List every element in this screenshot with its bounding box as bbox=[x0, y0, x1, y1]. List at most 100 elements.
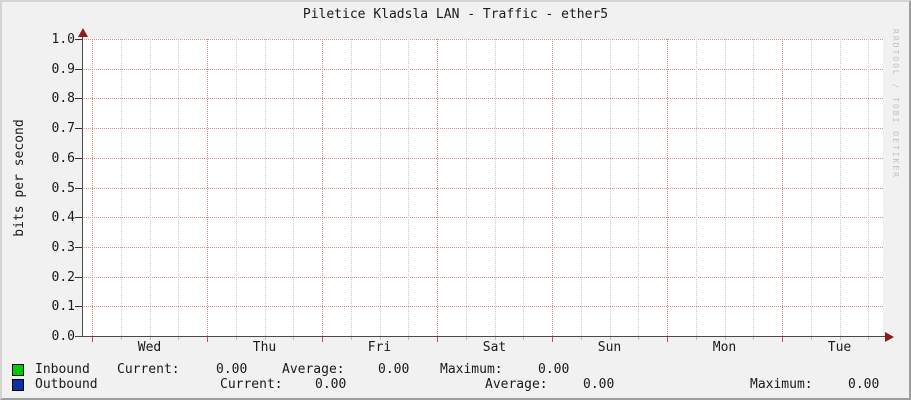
y-axis-arrow-icon bbox=[78, 28, 88, 37]
major-gridline-h bbox=[82, 128, 883, 129]
major-gridline-h bbox=[82, 277, 883, 278]
x-tick-mark bbox=[322, 337, 323, 342]
y-tick-mark bbox=[75, 306, 82, 307]
major-gridline-h bbox=[82, 247, 883, 248]
y-axis-line bbox=[82, 31, 83, 337]
x-tick-mark bbox=[207, 337, 208, 342]
y-tick-mark bbox=[75, 277, 82, 278]
y-tick-label: 0.0 bbox=[51, 329, 75, 344]
major-gridline-v bbox=[207, 39, 208, 336]
minor-gridline-v bbox=[868, 39, 870, 336]
x-tick-mark bbox=[753, 337, 755, 340]
legend-outbound-label: Outbound bbox=[35, 377, 98, 392]
y-tick-label: 0.5 bbox=[51, 181, 75, 196]
x-tick-mark bbox=[523, 337, 525, 340]
major-gridline-v bbox=[322, 39, 323, 336]
minor-gridline-v bbox=[609, 39, 611, 336]
x-tick-label: Sat bbox=[482, 340, 507, 355]
major-gridline-v bbox=[437, 39, 438, 336]
y-tick-mark bbox=[75, 158, 82, 159]
x-tick-mark bbox=[264, 337, 266, 340]
minor-gridline-v bbox=[235, 39, 237, 336]
minor-gridline-v bbox=[523, 39, 525, 336]
major-gridline-h bbox=[82, 98, 883, 99]
outbound-current-label: Current: bbox=[220, 377, 283, 392]
y-tick-label: 0.4 bbox=[51, 210, 75, 225]
inbound-maximum-label: Maximum: bbox=[440, 362, 503, 377]
y-tick-label: 0.3 bbox=[51, 240, 75, 255]
x-axis-arrow-icon bbox=[885, 332, 894, 342]
inbound-current-label: Current: bbox=[117, 362, 180, 377]
y-tick-label: 1.0 bbox=[51, 32, 75, 47]
major-gridline-h bbox=[82, 158, 883, 159]
major-gridline-v bbox=[92, 39, 93, 336]
y-tick-label: 0.7 bbox=[51, 121, 75, 136]
y-tick-mark bbox=[75, 39, 82, 40]
y-tick-label: 0.8 bbox=[51, 91, 75, 106]
x-tick-mark bbox=[494, 337, 496, 340]
x-tick-mark bbox=[408, 337, 410, 340]
x-axis-line bbox=[76, 336, 886, 337]
major-gridline-h bbox=[82, 306, 883, 307]
inbound-average-value: 0.00 bbox=[378, 362, 410, 377]
minor-gridline-v bbox=[695, 39, 697, 336]
x-tick-mark bbox=[465, 337, 467, 340]
x-tick-label: Wed bbox=[137, 340, 162, 355]
x-tick-mark bbox=[293, 337, 295, 340]
x-tick-mark bbox=[609, 337, 611, 340]
inbound-swatch-icon bbox=[12, 364, 24, 376]
x-tick-mark bbox=[92, 337, 93, 342]
minor-gridline-v bbox=[350, 39, 352, 336]
y-tick-mark bbox=[75, 188, 82, 189]
minor-gridline-v bbox=[839, 39, 841, 336]
x-tick-mark bbox=[235, 337, 237, 340]
outbound-maximum-label: Maximum: bbox=[750, 377, 813, 392]
inbound-current-value: 0.00 bbox=[216, 362, 248, 377]
minor-gridline-v bbox=[494, 39, 496, 336]
x-tick-label: Mon bbox=[712, 340, 737, 355]
minor-gridline-v bbox=[379, 39, 381, 336]
y-tick-mark bbox=[75, 247, 82, 248]
x-tick-label: Thu bbox=[252, 340, 277, 355]
x-tick-mark bbox=[580, 337, 582, 340]
y-tick-label: 0.2 bbox=[51, 270, 75, 285]
minor-gridline-v bbox=[638, 39, 640, 336]
x-tick-mark bbox=[782, 337, 783, 342]
minor-gridline-v bbox=[293, 39, 295, 336]
x-tick-label: Tue bbox=[827, 340, 852, 355]
x-tick-mark bbox=[638, 337, 640, 340]
major-gridline-h bbox=[82, 69, 883, 70]
minor-gridline-v bbox=[408, 39, 410, 336]
outbound-maximum-value: 0.00 bbox=[848, 377, 880, 392]
major-gridline-v bbox=[552, 39, 553, 336]
outbound-swatch-icon bbox=[12, 379, 24, 391]
minor-gridline-v bbox=[465, 39, 467, 336]
minor-gridline-v bbox=[178, 39, 180, 336]
inbound-maximum-value: 0.00 bbox=[538, 362, 570, 377]
major-gridline-h bbox=[82, 39, 883, 40]
x-tick-mark bbox=[868, 337, 870, 340]
y-tick-mark bbox=[75, 128, 82, 129]
x-tick-mark bbox=[695, 337, 697, 340]
outbound-current-value: 0.00 bbox=[315, 377, 347, 392]
x-tick-mark bbox=[724, 337, 726, 340]
x-tick-mark bbox=[120, 337, 122, 340]
inbound-average-label: Average: bbox=[282, 362, 345, 377]
minor-gridline-v bbox=[724, 39, 726, 336]
x-tick-mark bbox=[350, 337, 352, 340]
x-tick-mark bbox=[552, 337, 553, 342]
x-tick-mark bbox=[437, 337, 438, 342]
x-tick-label: Fri bbox=[367, 340, 392, 355]
graph-title: Piletice Kladsla LAN - Traffic - ether5 bbox=[302, 7, 609, 22]
y-axis-label: bits per second bbox=[12, 119, 27, 237]
y-tick-mark bbox=[75, 98, 82, 99]
minor-gridline-v bbox=[810, 39, 812, 336]
x-tick-mark bbox=[667, 337, 668, 342]
major-gridline-v bbox=[782, 39, 783, 336]
rrdtool-watermark: RRDTOOL / TOBI OETIKER bbox=[891, 29, 900, 179]
minor-gridline-v bbox=[753, 39, 755, 336]
plot-area bbox=[82, 39, 883, 337]
y-tick-mark bbox=[75, 217, 82, 218]
minor-gridline-v bbox=[580, 39, 582, 336]
